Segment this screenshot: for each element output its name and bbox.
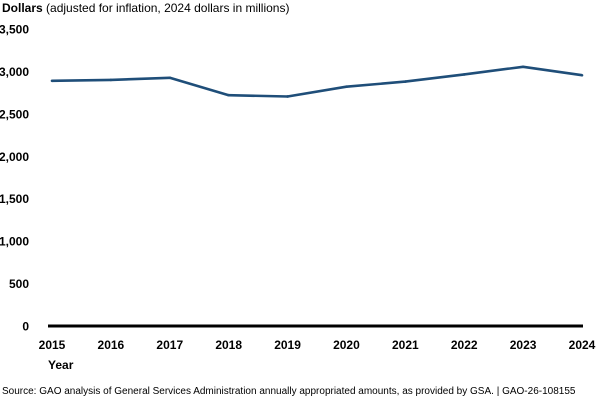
y-tick-label: 2,000 <box>0 150 29 164</box>
data-points <box>50 65 584 98</box>
x-tick-label: 2018 <box>215 338 242 352</box>
data-point <box>462 73 466 76</box>
x-tick-label: 2019 <box>274 338 301 352</box>
data-point <box>521 65 525 69</box>
x-tick-label: 2022 <box>451 338 478 352</box>
y-tick-labels: 0 500 1,000 1,500 2,000 2,500 3,000 3,500 <box>0 23 29 334</box>
data-point <box>168 76 172 80</box>
data-point <box>227 93 230 97</box>
data-point <box>286 95 289 98</box>
data-point <box>404 80 407 83</box>
x-tick-label: 2024 <box>569 338 596 352</box>
series-line <box>51 65 583 98</box>
y-tick-label: 1,500 <box>0 192 29 206</box>
x-tick-label: 2021 <box>392 338 419 352</box>
y-axis-unit-rest: (adjusted for inflation, 2024 dollars in… <box>42 1 290 15</box>
y-tick-label: 500 <box>9 277 29 291</box>
data-point <box>580 73 584 77</box>
data-point <box>345 85 348 89</box>
x-tick-label: 2023 <box>510 338 537 352</box>
x-tick-label: 2016 <box>98 338 125 352</box>
y-axis-unit-bold: Dollars <box>2 1 43 15</box>
y-axis-unit-label: Dollars (adjusted for inflation, 2024 do… <box>2 0 289 16</box>
y-tick-label: 0 <box>22 320 29 334</box>
y-tick-label: 3,500 <box>0 23 29 37</box>
x-tick-label: 2017 <box>156 338 183 352</box>
x-tick-label: 2015 <box>39 338 66 352</box>
data-point <box>50 79 54 83</box>
data-point <box>109 78 113 82</box>
y-tick-label: 1,000 <box>0 235 29 249</box>
x-axis-title: Year <box>48 358 74 372</box>
y-tick-label: 2,500 <box>0 107 29 121</box>
x-tick-label: 2020 <box>333 338 360 352</box>
x-tick-labels: 2015 2016 2017 2018 2019 2020 2021 2022 2023 2024 <box>39 338 596 352</box>
y-tick-label: 3,000 <box>0 65 29 79</box>
source-note: Source: GAO analysis of General Services… <box>2 386 576 397</box>
